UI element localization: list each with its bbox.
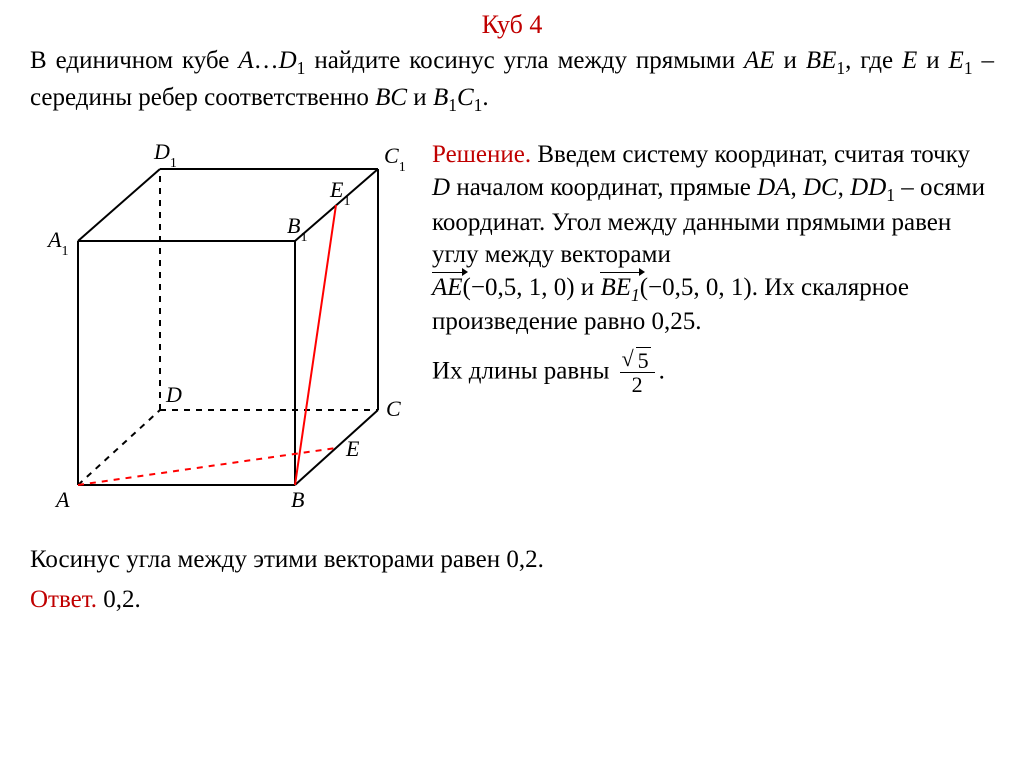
text: BE <box>600 274 631 301</box>
answer-label: Ответ. <box>30 586 97 613</box>
svg-text:D1: D1 <box>153 139 177 171</box>
svg-text:B: B <box>291 487 304 512</box>
var: BC <box>375 84 407 111</box>
var: DD <box>850 174 886 201</box>
text: В единичном кубе <box>30 47 238 74</box>
svg-text:A: A <box>54 487 70 512</box>
text: началом координат, прямые <box>450 174 757 201</box>
text: и <box>775 47 806 74</box>
problem-statement: В единичном кубе A…D 1 найдите косинус уг… <box>30 44 994 117</box>
sub: 1 <box>631 285 640 305</box>
var: BE <box>806 47 837 74</box>
sub: 1 <box>964 58 973 78</box>
var: E <box>902 47 917 74</box>
denominator: 2 <box>620 373 655 396</box>
text: и <box>407 84 433 111</box>
text: и <box>575 274 601 301</box>
sqrt-radicand: 5 <box>636 347 651 373</box>
var: D <box>279 47 297 74</box>
solution-text: Решение. Введем систему координат, счита… <box>432 125 994 396</box>
title: Куб 4 <box>30 10 994 40</box>
text: , где <box>845 47 902 74</box>
sub: 1 <box>886 185 895 205</box>
svg-text:A1: A1 <box>46 227 68 259</box>
var: B <box>433 84 448 111</box>
answer-value: 0,2. <box>97 586 141 613</box>
var: A <box>238 47 253 74</box>
text: . <box>659 357 665 384</box>
text: найдите косинус угла между прямыми <box>305 47 744 74</box>
svg-text:E: E <box>345 436 360 461</box>
text: Их длины равны <box>432 357 616 384</box>
vector-AE: AE <box>432 272 463 305</box>
solution-label: Решение. <box>432 141 531 168</box>
text: , <box>790 174 803 201</box>
text: … <box>254 47 279 74</box>
sub: 1 <box>448 95 457 115</box>
sub: 1 <box>836 58 845 78</box>
text: . <box>482 84 488 111</box>
svg-text:E1: E1 <box>329 177 350 209</box>
coords: (−0,5, 0, 1) <box>640 274 752 301</box>
fraction: 5 2 <box>620 349 655 396</box>
var: D <box>432 174 450 201</box>
conclusion: Косинус угла между этими векторами равен… <box>30 540 994 580</box>
var: DC <box>803 174 838 201</box>
answer: Ответ. 0,2. <box>30 586 994 614</box>
text: Введем систему координат, считая точку <box>531 141 970 168</box>
cube-diagram: D1C1E1A1B1DCEAB <box>30 125 420 532</box>
text: , <box>838 174 851 201</box>
var: C <box>457 84 474 111</box>
svg-text:C: C <box>386 396 401 421</box>
var: AE <box>744 47 775 74</box>
text: и <box>917 47 948 74</box>
coords: (−0,5, 1, 0) <box>463 274 575 301</box>
vector-BE1: BE1 <box>600 272 639 307</box>
svg-text:C1: C1 <box>384 143 406 175</box>
svg-text:D: D <box>165 382 182 407</box>
var: E <box>949 47 964 74</box>
var: DA <box>757 174 790 201</box>
